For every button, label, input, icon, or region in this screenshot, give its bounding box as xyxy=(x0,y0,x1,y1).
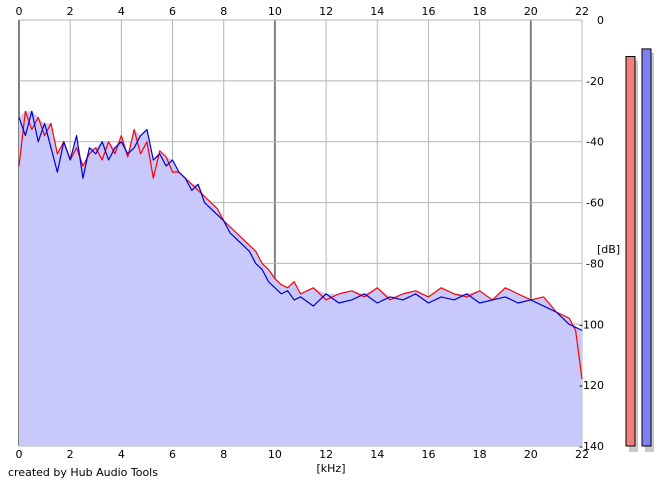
credit-text: created by Hub Audio Tools xyxy=(8,466,158,479)
series-lines xyxy=(18,110,583,380)
y-tick-label: -120 xyxy=(579,379,604,392)
x-tick-label-bottom: 14 xyxy=(370,448,384,461)
series-line-1 xyxy=(18,110,583,331)
y-axis-label: [dB] xyxy=(597,243,620,256)
x-tick-label-bottom: 0 xyxy=(16,448,23,461)
x-tick-label-top: 12 xyxy=(319,5,333,18)
y-tick-label: -20 xyxy=(586,75,604,88)
x-tick-label-top: 6 xyxy=(169,5,176,18)
level-bar-1 xyxy=(641,48,652,447)
x-tick-label-bottom: 16 xyxy=(421,448,435,461)
x-tick-label-top: 10 xyxy=(268,5,282,18)
y-tick-label: 0 xyxy=(597,14,604,27)
y-tick-label: -80 xyxy=(586,257,604,270)
x-tick-label-top: 22 xyxy=(575,5,589,18)
x-tick-label-bottom: 6 xyxy=(169,448,176,461)
y-tick-label: -40 xyxy=(586,136,604,149)
spectrum-fill xyxy=(19,111,582,447)
x-tick-label-top: 18 xyxy=(473,5,487,18)
x-tick-label-bottom: 2 xyxy=(67,448,74,461)
y-tick-label: -140 xyxy=(579,440,604,453)
x-tick-label-bottom: 10 xyxy=(268,448,282,461)
x-axis-label: [kHz] xyxy=(317,462,346,475)
x-tick-label-bottom: 8 xyxy=(220,448,227,461)
x-tick-label-top: 14 xyxy=(370,5,384,18)
x-tick-label-top: 16 xyxy=(421,5,435,18)
level-meters xyxy=(625,48,654,453)
series-line-0 xyxy=(18,110,583,380)
spectrum-fill-area xyxy=(19,111,582,447)
x-tick-label-top: 4 xyxy=(118,5,125,18)
x-tick-label-top: 2 xyxy=(67,5,74,18)
tick-labels: 002244668810101212141416161818202022220-… xyxy=(16,5,605,461)
x-tick-label-bottom: 18 xyxy=(473,448,487,461)
y-tick-label: -100 xyxy=(579,318,604,331)
x-tick-label-bottom: 12 xyxy=(319,448,333,461)
x-tick-label-top: 20 xyxy=(524,5,538,18)
x-tick-label-bottom: 22 xyxy=(575,448,589,461)
y-tick-label: -60 xyxy=(586,197,604,210)
x-tick-label-bottom: 20 xyxy=(524,448,538,461)
x-tick-label-top: 8 xyxy=(220,5,227,18)
x-tick-label-bottom: 4 xyxy=(118,448,125,461)
x-tick-label-top: 0 xyxy=(16,5,23,18)
level-bar-0 xyxy=(625,56,636,447)
